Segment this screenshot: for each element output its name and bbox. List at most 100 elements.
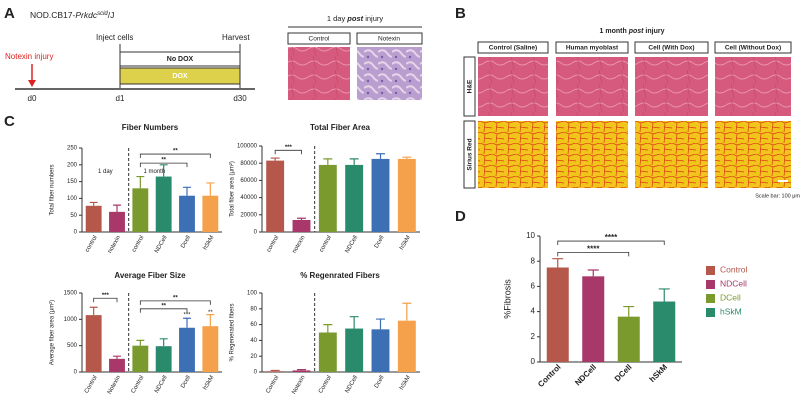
bar	[155, 176, 172, 232]
y-tick-label: 200	[67, 162, 78, 168]
x-tick-label: Control	[318, 375, 333, 395]
inject-label: Inject cells	[96, 33, 133, 42]
annotation: 1 day	[98, 169, 113, 175]
x-tick-label: Notexin	[107, 375, 122, 396]
x-tick-label: control	[131, 235, 145, 254]
bar	[397, 320, 416, 372]
y-tick-label: 500	[67, 343, 78, 349]
bar	[318, 164, 337, 232]
x-tick-label: hSkM	[203, 235, 216, 251]
sig-bracket	[557, 240, 665, 246]
sig-label: ****	[605, 233, 618, 242]
sig-label: **	[161, 303, 166, 309]
dox-label: DOX	[172, 73, 188, 80]
row-header: Sirius Red	[467, 138, 474, 170]
header-box	[356, 32, 423, 45]
error-bar	[552, 258, 564, 268]
error-bar	[402, 302, 412, 321]
error-bar	[658, 288, 670, 302]
error-bar	[270, 157, 280, 161]
error-bar	[183, 317, 191, 328]
y-tick-label: 8	[531, 256, 536, 265]
y-tick-label: 0	[254, 230, 258, 236]
x-tick-label: Control	[84, 375, 99, 395]
legend-label: Control	[720, 264, 748, 274]
b-title: 1 month post injury	[600, 28, 665, 35]
scale-bar	[778, 180, 788, 182]
x-tick-label: Dcell	[180, 235, 192, 250]
bar	[85, 315, 102, 372]
x-tick-label: hSkM	[399, 375, 412, 391]
x-tick-label: notexin	[107, 235, 122, 255]
legend-swatch	[706, 280, 715, 289]
sig-bracket	[139, 300, 211, 305]
x-tick-label: hSkM	[648, 362, 670, 384]
x-tick-label: NDCell	[345, 235, 360, 254]
bar	[292, 219, 311, 232]
row-box	[463, 120, 476, 189]
error-bar	[297, 217, 306, 220]
y-tick-label: 2	[531, 332, 536, 341]
histology-image	[556, 121, 628, 188]
y-tick-label: 20	[250, 354, 257, 360]
x-tick-label: NDCell	[345, 375, 360, 394]
legend-swatch	[706, 294, 715, 303]
error-bar	[89, 201, 98, 206]
bar	[155, 346, 172, 372]
x-tick-label: hSkM	[399, 235, 412, 251]
image-title: 1 day post injury	[327, 14, 384, 23]
histology-image	[357, 47, 422, 100]
bar	[292, 370, 311, 372]
x-tick-label: Dcell	[374, 375, 386, 390]
error-bar	[349, 158, 359, 165]
histology-image	[635, 121, 708, 188]
no-dox-box	[119, 51, 241, 67]
strain: NOD.CB17-Prkdcscid/J	[30, 10, 114, 20]
sig-label: **	[173, 295, 178, 301]
day-label: d0	[28, 94, 37, 103]
day-label: d1	[116, 94, 125, 103]
dox-box	[119, 67, 241, 85]
x-tick-label: NDCell	[154, 235, 169, 254]
error-bar	[136, 175, 145, 189]
column-header: Cell (Without Dox)	[725, 45, 781, 52]
legend-swatch	[706, 266, 715, 275]
sig-label: **	[161, 158, 166, 164]
annotation: ***	[183, 313, 191, 319]
bar	[109, 358, 125, 372]
injury-label: Notexin injury	[5, 52, 53, 61]
y-tick-label: 60	[250, 322, 257, 328]
sig-label: ****	[587, 244, 600, 253]
error-bar	[113, 204, 121, 212]
error-bar	[376, 153, 385, 159]
bar	[179, 195, 195, 232]
y-axis-label: Total fiber numbers	[50, 164, 56, 215]
error-bar	[206, 182, 215, 196]
x-tick-label: control	[85, 235, 99, 254]
y-tick-label: 4	[531, 307, 536, 316]
error-bar	[136, 339, 145, 346]
y-tick-label: 100	[247, 291, 258, 297]
day-label: d30	[233, 94, 247, 103]
chart-title: Average Fiber Size	[114, 271, 186, 280]
histology-image	[478, 121, 548, 188]
legend-swatch	[706, 308, 715, 317]
sig-bracket	[139, 153, 211, 159]
histology-image	[556, 57, 628, 116]
y-tick-label: 40000	[240, 195, 257, 201]
y-tick-label: 0	[74, 370, 78, 376]
error-bar	[297, 369, 306, 371]
bar	[318, 332, 337, 372]
x-tick-label: Dcell	[180, 375, 192, 390]
column-header: Human myoblast	[566, 45, 619, 52]
error-bar	[206, 313, 215, 327]
sig-bracket	[274, 149, 302, 155]
scale-note: Scale bar: 100 μm	[755, 193, 800, 199]
x-tick-label: notexin	[292, 235, 307, 255]
y-axis-label: Total fiber area (μm²)	[230, 161, 236, 217]
header-box	[287, 32, 351, 45]
panel-label: D	[455, 208, 466, 225]
bar	[653, 301, 676, 362]
header-box	[634, 41, 709, 54]
